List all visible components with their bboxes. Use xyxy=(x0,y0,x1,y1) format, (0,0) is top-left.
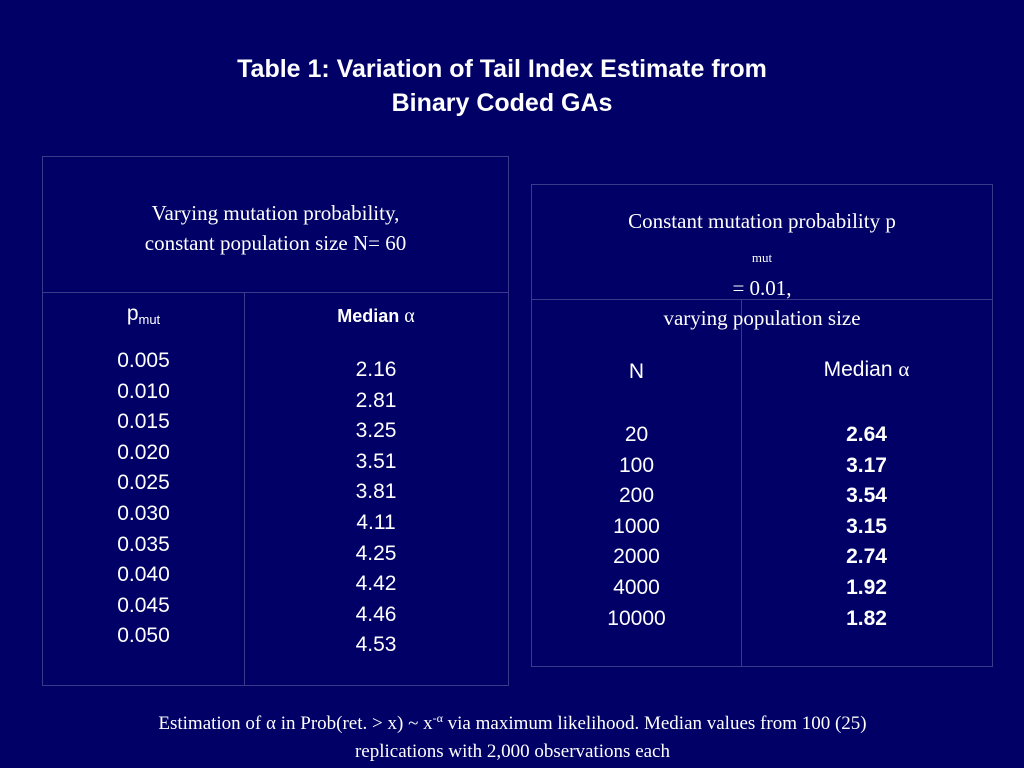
footnote-exponent: -α xyxy=(432,711,443,725)
pmut-value: 0.015 xyxy=(117,410,170,434)
right-col-n: N 20 100 200 1000 2000 4000 10000 xyxy=(532,360,741,634)
pmut-value: 0.040 xyxy=(117,563,170,587)
alpha-symbol: α xyxy=(266,713,276,734)
median-value: 4.25 xyxy=(355,541,397,565)
pmut-value: 0.030 xyxy=(117,501,170,525)
pmut-value: 0.010 xyxy=(117,379,170,403)
median-value: 3.25 xyxy=(355,419,397,443)
n-value: 100 xyxy=(618,453,655,477)
median-value: 2.16 xyxy=(355,358,397,381)
median-value: 4.11 xyxy=(356,510,396,534)
right-header-line-2: varying population size xyxy=(663,306,861,330)
median-value: 2.81 xyxy=(355,388,397,412)
pmut-value: 0.045 xyxy=(117,593,170,617)
n-values: 20 100 200 1000 2000 4000 10000 xyxy=(532,420,741,634)
n-value: 1000 xyxy=(613,514,660,538)
right-header-post: = 0.01, xyxy=(732,276,792,300)
median-value: 3.15 xyxy=(846,514,887,538)
n-value: 2000 xyxy=(613,545,660,569)
right-header-pre: Constant mutation probability p xyxy=(628,209,896,233)
median-column-header: Median α xyxy=(245,305,507,335)
pmut-label: p xyxy=(126,302,139,325)
pmut-value: 0.020 xyxy=(117,440,170,464)
median-value: 3.17 xyxy=(846,453,887,477)
left-col-pmut: pmut 0.005 0.010 0.015 0.020 0.025 0.030… xyxy=(43,302,244,652)
n-column-header: N xyxy=(628,360,645,383)
right-table-header-divider xyxy=(531,299,992,300)
right-header-line-1: Constant mutation probability p mut = 0.0… xyxy=(532,206,992,303)
right-median-column-header: Median α xyxy=(742,357,991,387)
footnote-part-1: Estimation of xyxy=(158,713,267,734)
median-value: 2.74 xyxy=(846,545,887,569)
pmut-value: 0.005 xyxy=(117,349,170,372)
right-col-median: Median α 2.64 3.17 3.54 3.15 2.74 1.92 1… xyxy=(742,357,991,634)
pmut-column-header: pmut xyxy=(43,302,244,332)
pmut-value: 0.050 xyxy=(117,624,170,648)
footnote: Estimation of α in Prob(ret. > x) ~ x-α … xyxy=(40,704,985,766)
pmut-value: 0.035 xyxy=(117,532,170,556)
left-header-line-2: constant population size N= 60 xyxy=(144,231,407,255)
n-value: 10000 xyxy=(607,606,666,630)
median-value: 2.64 xyxy=(846,423,887,446)
right-table-header: Constant mutation probability p mut = 0.0… xyxy=(532,206,992,333)
alpha-symbol: α xyxy=(898,357,910,381)
left-table-column-divider xyxy=(244,292,245,685)
median-value: 1.92 xyxy=(846,575,887,599)
median-label: Median xyxy=(337,306,405,326)
title-line-2: Binary Coded GAs xyxy=(391,89,613,117)
title-line-1: Table 1: Variation of Tail Index Estimat… xyxy=(237,55,767,83)
footnote-line-2: replications with 2,000 observations eac… xyxy=(354,741,670,762)
n-value: 200 xyxy=(618,484,655,508)
right-header-subscript: mut xyxy=(751,250,773,265)
n-value: 4000 xyxy=(613,575,660,599)
alpha-symbol: α xyxy=(404,305,415,327)
n-value: 20 xyxy=(624,423,649,446)
median-value: 3.51 xyxy=(355,449,397,473)
median-value: 3.81 xyxy=(355,480,397,504)
median-value: 4.53 xyxy=(355,633,397,657)
left-header-line-1: Varying mutation probability, xyxy=(151,201,400,225)
median-value: 4.46 xyxy=(355,602,397,626)
left-table-header-divider xyxy=(42,292,508,293)
left-col-median: Median α 2.16 2.81 3.25 3.51 3.81 4.11 4… xyxy=(245,305,507,661)
footnote-part-2: in Prob(ret. > x) ~ x xyxy=(275,713,433,734)
median-value: 1.82 xyxy=(846,606,887,630)
median-value: 3.54 xyxy=(846,484,887,508)
right-median-values: 2.64 3.17 3.54 3.15 2.74 1.92 1.82 xyxy=(742,420,991,634)
pmut-values: 0.005 0.010 0.015 0.020 0.025 0.030 0.03… xyxy=(43,346,244,652)
right-table-column-divider xyxy=(741,299,742,666)
right-table xyxy=(531,184,993,667)
pmut-value: 0.025 xyxy=(117,471,170,495)
left-table-header: Varying mutation probability, constant p… xyxy=(43,198,508,258)
left-table xyxy=(42,156,509,686)
page-title: Table 1: Variation of Tail Index Estimat… xyxy=(0,52,1004,120)
pmut-subscript: mut xyxy=(138,312,161,327)
median-value: 4.42 xyxy=(355,572,397,596)
footnote-part-3: via maximum likelihood. Median values fr… xyxy=(442,713,867,734)
left-median-values: 2.16 2.81 3.25 3.51 3.81 4.11 4.25 4.42 … xyxy=(245,355,507,661)
right-median-label: Median xyxy=(823,358,899,381)
footnote-line-1: Estimation of α in Prob(ret. > x) ~ x-α … xyxy=(40,704,985,738)
